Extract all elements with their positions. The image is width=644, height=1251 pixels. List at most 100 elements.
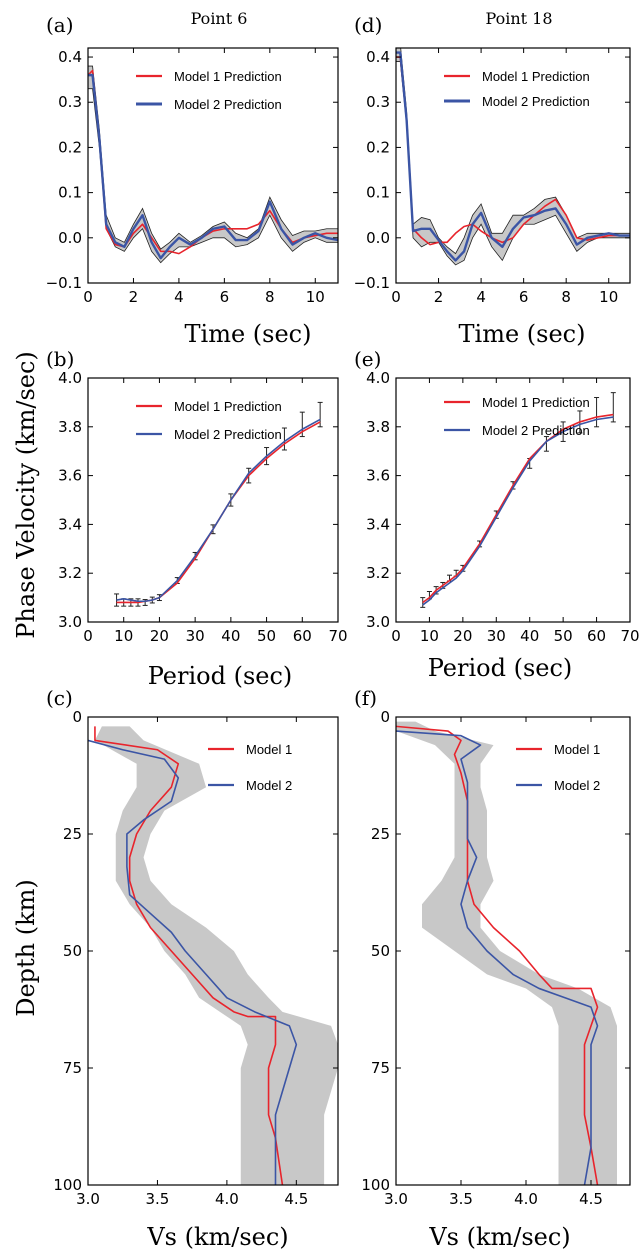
period-axis-label-right: Period (sec) (428, 654, 573, 682)
series-line-model2 (422, 416, 614, 606)
x-tick-label: 0 (83, 288, 93, 306)
uncertainty-band (88, 65, 338, 264)
x-tick-label: 40 (520, 627, 539, 645)
series-line-model2 (88, 73, 338, 260)
plot-area-f (396, 721, 617, 1185)
depth-axis-label: Depth (km) (12, 879, 40, 1017)
panel-label: (a) (46, 13, 74, 37)
plot-area-c (88, 726, 338, 1185)
phase-velocity-axis-label: Phase Velocity (km/sec) (12, 351, 40, 639)
uncertainty-band (94, 726, 338, 1185)
series-line-model2 (396, 51, 630, 262)
x-tick-label: 2 (129, 288, 139, 306)
y-tick-label: 3.2 (366, 564, 390, 582)
y-tick-label: 4.0 (58, 369, 82, 387)
legend-item-model1: Model 1 Prediction (136, 69, 282, 84)
legend-item-model2: Model 2 Prediction (444, 94, 590, 109)
x-tick-label: 4.5 (284, 1190, 308, 1208)
x-tick-label: 0 (391, 627, 401, 645)
panel-a: 0 2 4 6 8 10 −0.1 0.0 0.1 0.2 0.3 0.4 (a) Point 6 Mode… (46, 9, 339, 306)
svg-text:Model 1 Prediction: Model 1 Prediction (174, 399, 282, 414)
time-axis-label-right: Time (sec) (459, 320, 586, 348)
period-axis-label-left: Period (sec) (148, 662, 293, 690)
y-tick-label: 3.0 (366, 613, 390, 631)
x-tick-label: 3.5 (449, 1190, 473, 1208)
panel-label: (f) (354, 686, 377, 710)
x-tick-label: 10 (114, 627, 133, 645)
plot-area-e (420, 392, 616, 608)
x-tick-label: 70 (620, 627, 639, 645)
y-tick-label: 50 (371, 942, 390, 960)
plot-area-a (88, 65, 338, 264)
y-tick-label: 0.2 (366, 138, 390, 156)
y-tick-label: 0.1 (58, 184, 82, 202)
svg-text:Model 2 Prediction: Model 2 Prediction (174, 427, 282, 442)
y-tick-label: 0.4 (58, 48, 82, 66)
axes-frame (87, 47, 339, 284)
svg-text:Model 2: Model 2 (554, 778, 600, 793)
x-tick-label: 30 (186, 627, 205, 645)
axes-frame (395, 377, 631, 623)
y-tick-label: 3.6 (58, 467, 82, 485)
y-tick-label: 0.4 (366, 48, 390, 66)
y-tick-label: 0.2 (58, 138, 82, 156)
x-tick-label: 3.0 (384, 1190, 408, 1208)
x-tick-label: 3.0 (76, 1190, 100, 1208)
observed-point (114, 593, 120, 607)
x-tick-label: 60 (293, 627, 312, 645)
svg-text:Model 1 Prediction: Model 1 Prediction (482, 69, 590, 84)
x-tick-label: 4 (476, 288, 486, 306)
y-tick-label: 3.4 (58, 515, 82, 533)
panel-label: (d) (354, 13, 382, 37)
x-tick-label: 8 (561, 288, 571, 306)
x-tick-label: 20 (453, 627, 472, 645)
legend-item-model1: Model 1 Prediction (136, 399, 282, 414)
x-tick-label: 4.0 (514, 1190, 538, 1208)
panel-d: 0 2 4 6 8 10 −0.1 0.0 0.1 0.2 0.3 0.4 (d) Point 18 Mod… (354, 9, 631, 306)
uncertainty-band (396, 721, 617, 1185)
legend-item-model2: Model 2 Prediction (136, 427, 282, 442)
y-tick-label: 100 (53, 1176, 82, 1194)
series-line-model2 (396, 730, 599, 1185)
y-tick-label: 4.0 (366, 369, 390, 387)
y-tick-label: 3.6 (366, 467, 390, 485)
observed-point (594, 397, 600, 428)
x-tick-label: 4.5 (579, 1190, 603, 1208)
svg-text:Model 1: Model 1 (246, 742, 292, 757)
series-line-model1 (116, 421, 321, 604)
legend-item-model2: Model 2 Prediction (444, 423, 590, 438)
y-tick-label: 100 (361, 1176, 390, 1194)
y-tick-label: 0.3 (366, 93, 390, 111)
x-tick-label: 0 (391, 288, 401, 306)
plot-area-b (114, 401, 323, 607)
panel-label: (b) (46, 347, 74, 371)
y-tick-label: 3.8 (366, 418, 390, 436)
svg-text:Model 2 Prediction: Model 2 Prediction (174, 97, 282, 112)
series-line-model1 (422, 413, 614, 604)
svg-text:Model 2 Prediction: Model 2 Prediction (482, 94, 590, 109)
time-axis-label-left: Time (sec) (185, 320, 312, 348)
observed-point (281, 427, 287, 451)
x-tick-label: 50 (554, 627, 573, 645)
series-line-model2 (116, 418, 321, 603)
y-tick-label: −0.1 (46, 274, 82, 292)
x-tick-label: 0 (83, 627, 93, 645)
axes-frame (395, 47, 631, 284)
y-tick-label: 50 (63, 942, 82, 960)
x-tick-label: 8 (265, 288, 275, 306)
legend-item-model1: Model 1 (516, 742, 600, 757)
x-tick-label: 10 (599, 288, 618, 306)
x-tick-label: 6 (220, 288, 230, 306)
y-tick-label: 3.8 (58, 418, 82, 436)
y-tick-label: 0.1 (366, 184, 390, 202)
y-tick-label: 0.0 (58, 229, 82, 247)
y-tick-label: 3.4 (366, 515, 390, 533)
legend-item-model1: Model 1 Prediction (444, 69, 590, 84)
y-tick-label: 0 (380, 708, 390, 726)
svg-text:Model 1 Prediction: Model 1 Prediction (482, 395, 590, 410)
y-tick-label: 3.2 (58, 564, 82, 582)
x-tick-label: 10 (420, 627, 439, 645)
x-tick-label: 6 (519, 288, 529, 306)
y-tick-label: 75 (63, 1059, 82, 1077)
